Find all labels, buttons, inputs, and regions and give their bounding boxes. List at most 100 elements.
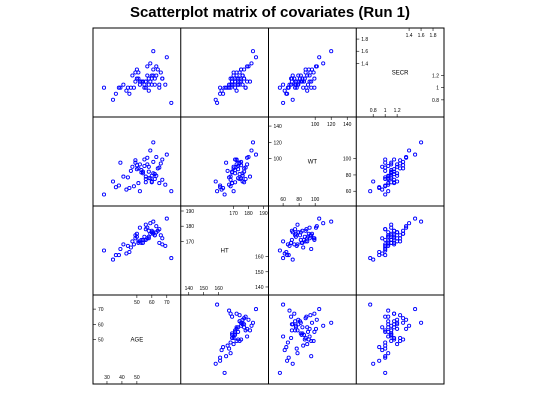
scatter-point-secr-vs-age — [383, 370, 388, 375]
tick-label-top-wt: 140 — [343, 122, 352, 128]
scatter-point-wt-vs-age — [287, 308, 292, 313]
scatter-point-age-vs-wt — [130, 164, 135, 169]
scatter-point-ht-vs-secr — [239, 79, 244, 84]
scatter-point-ht-vs-age — [231, 342, 236, 347]
scatter-point-age-vs-secr — [101, 85, 107, 90]
scatter-point-ht-vs-secr — [215, 100, 220, 105]
scatter-point-age-vs-wt — [160, 177, 165, 182]
scatter-point-secr-vs-wt — [389, 174, 394, 179]
scatter-point-ht-vs-age — [240, 322, 245, 327]
scatter-point-age-vs-secr — [134, 76, 139, 81]
scatter-point-age-vs-ht — [146, 236, 151, 241]
scatter-point-ht-vs-age — [250, 320, 256, 325]
tick-label-bottom-ht: 160 — [214, 286, 223, 292]
scatter-point-wt-vs-age — [307, 326, 312, 331]
scatter-point-wt-vs-age — [303, 335, 308, 341]
scatter-point-secr-vs-ht — [371, 257, 376, 262]
scatter-point-age-vs-ht — [116, 253, 121, 258]
scatter-point-secr-vs-age — [392, 337, 397, 342]
scatter-point-secr-vs-wt — [383, 175, 388, 180]
scatter-point-wt-vs-ht — [307, 225, 312, 230]
scatter-point-age-vs-wt — [157, 181, 162, 186]
scatter-point-age-vs-wt — [127, 185, 132, 191]
scatter-point-wt-vs-age — [298, 331, 303, 336]
scatter-point-wt-vs-ht — [309, 246, 314, 252]
scatter-point-age-vs-ht — [157, 240, 162, 245]
scatter-point-age-vs-ht — [157, 227, 162, 232]
scatter-point-secr-vs-age — [386, 351, 391, 356]
tick-label-right-secr: 1 — [436, 86, 439, 92]
tick-label-top-secr: 1.6 — [418, 33, 425, 39]
scatter-point-secr-vs-wt — [395, 173, 400, 178]
scatter-point-age-vs-secr — [125, 85, 130, 90]
scatter-point-secr-vs-ht — [398, 233, 403, 238]
scatter-point-age-vs-wt — [137, 189, 142, 194]
tick-label-right-secr: 1.2 — [432, 74, 439, 80]
scatter-point-age-vs-secr — [146, 76, 151, 81]
scatter-point-wt-vs-ht — [317, 216, 322, 221]
scatter-point-secr-vs-age — [386, 319, 391, 324]
scatter-point-secr-vs-age — [368, 302, 373, 307]
tick-label-top-ht: 180 — [244, 211, 253, 217]
scatter-point-age-vs-ht — [154, 230, 159, 235]
scatter-point-wt-vs-secr — [307, 79, 312, 84]
scatter-point-secr-vs-age — [392, 311, 397, 316]
variable-label-ht: HT — [221, 249, 229, 255]
scatter-point-wt-vs-secr — [287, 82, 292, 87]
scatter-point-age-vs-secr — [124, 88, 129, 93]
scatter-point-wt-vs-age — [305, 342, 310, 347]
scatter-point-age-vs-wt — [121, 174, 126, 179]
scatter-point-secr-vs-age — [386, 329, 391, 334]
scatter-point-wt-vs-ht — [284, 249, 289, 255]
scatter-point-secr-vs-wt — [368, 189, 373, 194]
scatter-point-ht-vs-age — [236, 325, 241, 330]
scatter-point-secr-vs-wt — [392, 177, 397, 182]
scatter-point-secr-vs-age — [389, 328, 394, 333]
scatter-point-age-vs-secr — [134, 67, 139, 72]
scatter-point-secr-vs-ht — [383, 248, 388, 253]
scatter-point-age-vs-secr — [143, 79, 148, 84]
scatter-point-wt-vs-age — [277, 370, 282, 375]
scatter-point-age-vs-wt — [145, 155, 150, 160]
scatter-point-ht-vs-wt — [239, 163, 244, 168]
scatter-point-wt-vs-ht — [313, 225, 319, 230]
scatter-point-age-vs-secr — [163, 82, 168, 87]
tick-label-bottom-ht: 150 — [200, 286, 209, 292]
scatter-point-age-vs-wt — [145, 162, 150, 167]
scatter-point-age-vs-ht — [130, 239, 135, 244]
scatter-point-wt-vs-age — [289, 328, 294, 333]
scatter-point-age-vs-wt — [164, 152, 169, 157]
scatter-point-wt-vs-secr — [292, 76, 297, 81]
scatter-point-wt-vs-ht — [298, 237, 303, 242]
scatter-point-ht-vs-age — [221, 345, 226, 350]
scatter-point-wt-vs-age — [313, 326, 319, 331]
tick-label-right-wt: 80 — [346, 173, 352, 179]
scatter-point-ht-vs-wt — [215, 189, 220, 194]
scatter-point-age-vs-secr — [158, 70, 163, 75]
scatter-point-ht-vs-wt — [240, 173, 245, 178]
scatter-point-ht-vs-age — [225, 343, 230, 348]
scatter-point-age-vs-secr — [145, 73, 150, 78]
scatter-point-secr-vs-wt — [383, 192, 388, 197]
scatter-point-wt-vs-secr — [309, 85, 314, 90]
scatter-point-secr-vs-ht — [404, 224, 409, 229]
scatter-point-age-vs-ht — [110, 257, 116, 262]
scatter-point-ht-vs-wt — [237, 176, 242, 182]
scatter-point-age-vs-secr — [154, 64, 159, 69]
scatter-point-ht-vs-secr — [237, 70, 242, 75]
scatter-point-wt-vs-secr — [309, 79, 314, 84]
scatter-point-secr-vs-ht — [413, 216, 418, 221]
scatter-point-secr-vs-ht — [383, 253, 388, 258]
scatter-point-age-vs-ht — [164, 216, 169, 221]
scatter-point-wt-vs-age — [296, 317, 301, 322]
scatter-point-secr-vs-ht — [380, 236, 385, 241]
tick-label-top-ht: 170 — [229, 211, 238, 217]
scatter-point-wt-vs-age — [286, 355, 291, 360]
scatter-point-wt-vs-age — [295, 328, 300, 333]
scatter-point-secr-vs-age — [404, 317, 409, 322]
scatter-point-wt-vs-secr — [289, 82, 294, 87]
scatter-point-age-vs-secr — [139, 79, 144, 84]
scatter-point-wt-vs-secr — [285, 85, 290, 90]
scatter-point-secr-vs-wt — [419, 140, 424, 145]
scatter-point-secr-vs-age — [395, 322, 400, 327]
